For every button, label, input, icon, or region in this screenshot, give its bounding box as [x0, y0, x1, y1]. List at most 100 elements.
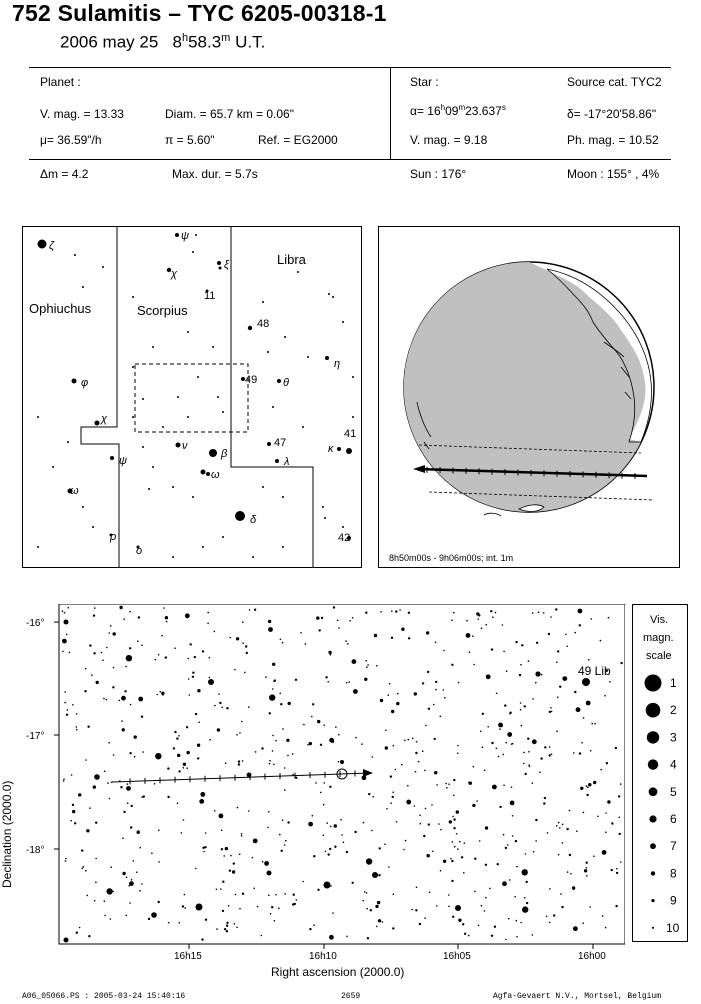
field-star	[468, 651, 471, 653]
field-star	[313, 924, 315, 926]
magnitude-scale-label: 1	[670, 676, 677, 690]
field-star	[92, 614, 96, 617]
field-star	[122, 837, 124, 839]
field-star	[269, 912, 272, 915]
map-star	[82, 286, 84, 288]
field-star	[547, 632, 551, 636]
field-star	[380, 611, 382, 613]
field-star	[245, 651, 248, 655]
field-star	[573, 926, 578, 932]
field-star	[528, 750, 530, 753]
field-star	[311, 715, 313, 718]
map-star	[322, 506, 324, 508]
field-star	[355, 736, 357, 739]
field-star	[253, 887, 255, 890]
map-star	[217, 396, 219, 398]
map-star	[267, 442, 271, 446]
field-star	[292, 893, 295, 896]
field-star	[599, 639, 602, 642]
field-star	[368, 792, 371, 796]
planet-vmag: V. mag. = 13.33	[40, 107, 124, 121]
footer-page-number: 2659	[341, 992, 361, 1001]
field-star	[268, 627, 273, 632]
field-star	[372, 795, 375, 798]
field-star	[366, 937, 370, 940]
field-star	[413, 692, 417, 696]
field-star	[129, 902, 131, 904]
field-star	[72, 704, 74, 706]
field-star	[287, 821, 290, 824]
field-star	[198, 721, 200, 723]
field-star	[84, 667, 87, 670]
field-star	[141, 883, 143, 885]
minute-unit: m	[221, 32, 231, 44]
field-star	[327, 681, 330, 683]
star-label: λ	[283, 456, 289, 468]
field-star	[268, 811, 270, 813]
field-star	[588, 658, 590, 661]
field-star	[365, 892, 368, 894]
field-star	[574, 690, 577, 694]
field-star	[174, 647, 176, 649]
field-star	[514, 839, 518, 843]
field-star	[193, 655, 196, 659]
field-star	[307, 744, 309, 746]
field-star	[295, 776, 298, 779]
field-star	[604, 694, 606, 697]
field-star	[247, 810, 250, 812]
field-star	[118, 699, 121, 702]
field-star	[354, 830, 357, 834]
map-star	[152, 346, 154, 348]
field-star	[75, 728, 78, 731]
field-star	[317, 719, 321, 724]
field-star	[260, 934, 263, 937]
field-star	[467, 934, 470, 937]
field-star	[453, 794, 455, 797]
magnitude-scale-items: 1 2 3 4 5 6 7 8 9 10	[644, 674, 680, 935]
field-star	[566, 871, 569, 873]
footer-credit: Agfa-Gevaert N.V., Mortsel, Belgium	[493, 992, 662, 1001]
field-star	[180, 832, 183, 834]
field-star	[579, 752, 582, 754]
field-star	[452, 915, 455, 918]
map-star	[152, 466, 154, 468]
asteroid-path-line	[111, 772, 371, 783]
map-star	[37, 416, 39, 418]
star-label: θ	[283, 377, 289, 389]
field-star	[88, 935, 91, 938]
field-star	[427, 707, 431, 710]
magnitude-scale-label: 7	[670, 839, 677, 853]
bright-field-star	[455, 905, 461, 911]
star-label: κ	[328, 443, 334, 455]
field-star	[110, 625, 112, 627]
field-star	[367, 664, 369, 666]
bright-field-star	[340, 760, 344, 764]
field-star	[431, 804, 433, 806]
field-star	[67, 606, 70, 609]
field-star	[63, 778, 65, 780]
field-star	[593, 855, 595, 857]
magnitude-swatch	[644, 674, 662, 692]
field-star	[187, 678, 190, 680]
field-star	[585, 700, 591, 706]
field-star	[545, 915, 548, 918]
field-star	[244, 671, 246, 674]
field-star	[273, 920, 276, 922]
map-star	[177, 396, 179, 398]
field-star	[415, 909, 418, 912]
field-star	[154, 658, 157, 661]
field-star	[466, 619, 468, 622]
field-star	[561, 905, 564, 909]
field-star	[129, 881, 134, 886]
star-label: ψ	[119, 455, 127, 467]
field-star	[363, 891, 366, 893]
field-star	[535, 641, 539, 644]
ra-seconds: 23.637	[465, 104, 502, 118]
field-star	[121, 695, 126, 701]
field-star	[325, 676, 328, 679]
field-star	[362, 821, 365, 824]
map-star	[328, 293, 330, 295]
field-star	[494, 611, 497, 614]
field-star	[418, 922, 422, 926]
field-star	[507, 732, 513, 737]
